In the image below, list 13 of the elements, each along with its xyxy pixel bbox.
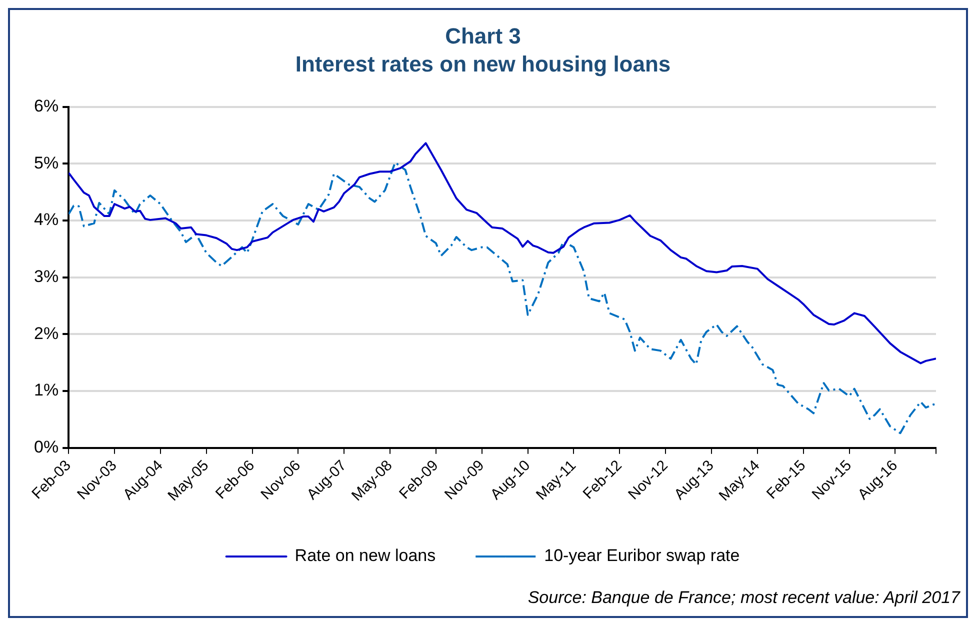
y-tick-label: 6% [34,96,59,116]
chart-subtitle: Interest rates on new housing loans [295,52,671,77]
legend-label: Rate on new loans [294,546,436,566]
source-note: Source: Banque de France; most recent value: April 2017 [528,588,960,608]
y-tick-label: 4% [34,210,59,230]
y-tick-label: 2% [34,324,59,343]
chart-title: Chart 3 [445,23,521,48]
y-tick-label: 1% [34,380,59,400]
y-tick-label: 3% [34,267,59,286]
y-tick-label: 0% [34,438,59,457]
legend-label: 10-year Euribor swap rate [544,546,740,566]
line-series [68,162,936,434]
y-tick-label: 5% [34,153,59,172]
